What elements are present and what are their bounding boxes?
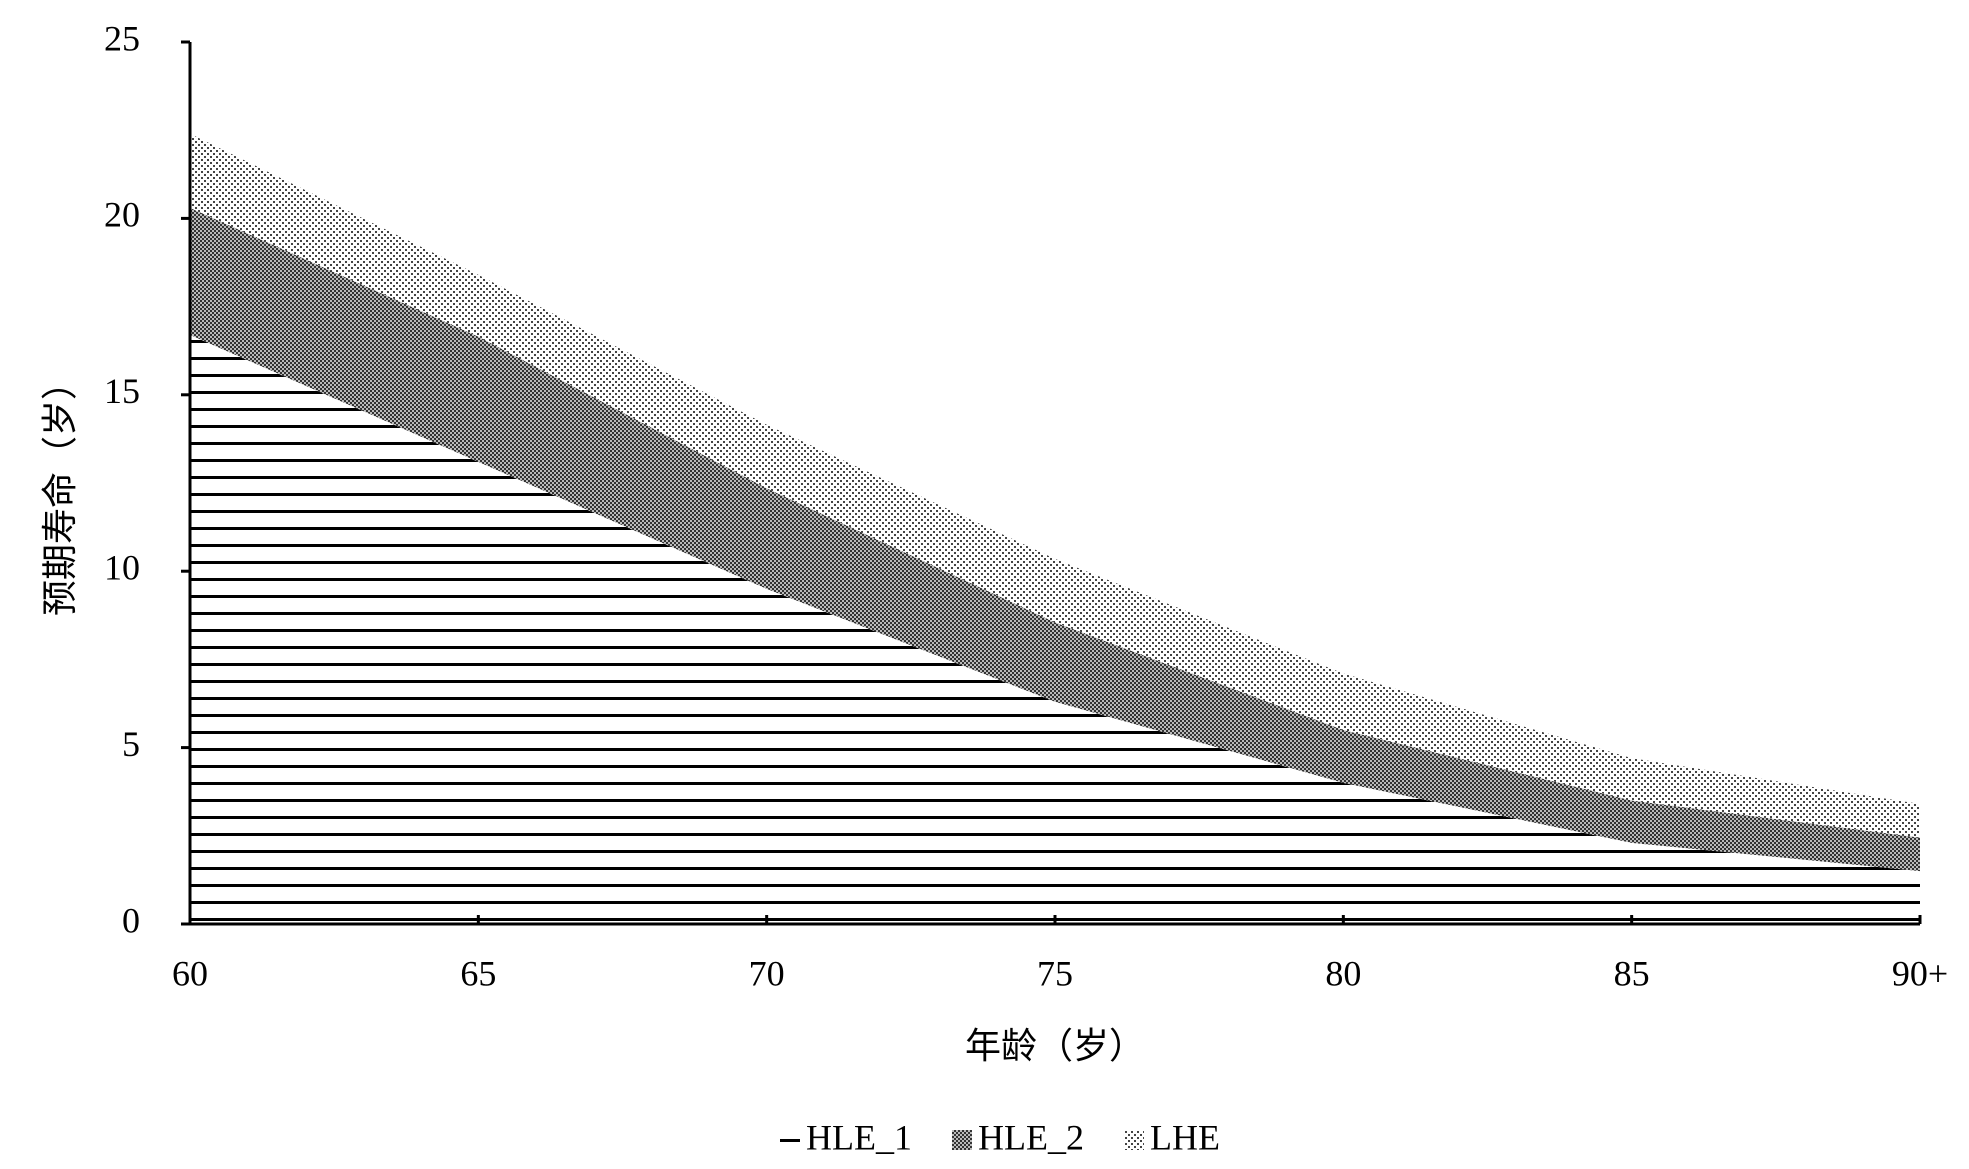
area xyxy=(190,334,1920,925)
y-tick-label: 5 xyxy=(122,724,140,764)
legend-label: HLE_1 xyxy=(806,1117,912,1157)
x-tick-label: 60 xyxy=(172,953,208,993)
y-tick-label: 10 xyxy=(104,547,140,587)
x-tick-label: 90+ xyxy=(1892,953,1948,993)
y-tick-label: 15 xyxy=(104,371,140,411)
y-axis-title: 预期寿命（岁） xyxy=(40,364,81,616)
legend-label: HLE_2 xyxy=(978,1117,1084,1157)
x-tick-label: 75 xyxy=(1037,953,1073,993)
y-tick-label: 0 xyxy=(122,900,140,940)
y-tick-label: 20 xyxy=(104,195,140,235)
legend: HLE_1 HLE_2 LHE xyxy=(780,1117,1220,1157)
legend-swatch xyxy=(1123,1130,1144,1150)
legend-label: LHE xyxy=(1150,1117,1220,1157)
legend-swatch xyxy=(780,1130,800,1150)
x-tick-label: 65 xyxy=(460,953,496,993)
y-tick-label: 25 xyxy=(104,18,140,58)
x-axis-title: 年龄（岁） xyxy=(965,1026,1145,1067)
x-tick-label: 85 xyxy=(1614,953,1650,993)
x-tick-label: 80 xyxy=(1325,953,1361,993)
legend-swatch xyxy=(951,1130,972,1150)
x-tick-label: 70 xyxy=(749,953,785,993)
